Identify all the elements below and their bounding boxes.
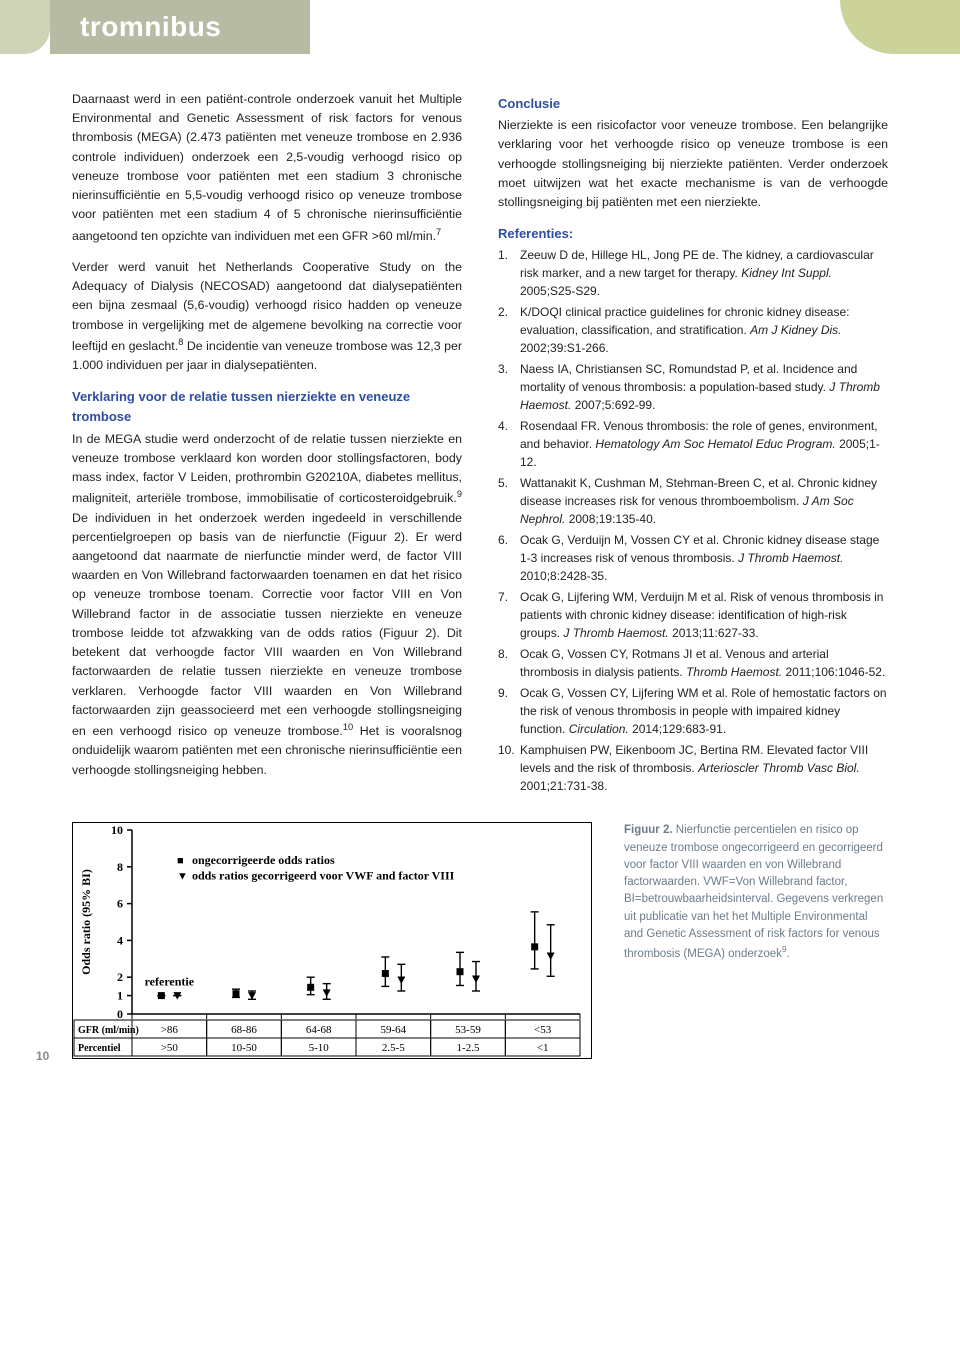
svg-text:8: 8: [117, 860, 123, 874]
reference-item: 7.Ocak G, Lijfering WM, Verduijn M et al…: [498, 588, 888, 642]
reference-item: 4.Rosendaal FR. Venous thrombosis: the r…: [498, 417, 888, 471]
svg-text:referentie: referentie: [145, 975, 195, 989]
svg-text:10-50: 10-50: [231, 1042, 257, 1054]
svg-text:>50: >50: [161, 1042, 179, 1054]
svg-text:<1: <1: [537, 1042, 549, 1054]
header-bar: tromnibus: [0, 0, 960, 54]
svg-text:▼: ▼: [177, 871, 188, 883]
svg-text:4: 4: [117, 934, 123, 948]
journal-title: tromnibus: [80, 11, 221, 43]
reference-item: 10.Kamphuisen PW, Eikenboom JC, Bertina …: [498, 741, 888, 795]
paragraph: Daarnaast werd in een patiënt-controle o…: [72, 90, 462, 246]
header-band: tromnibus: [50, 0, 310, 54]
figure-label: Figuur 2.: [624, 824, 673, 836]
svg-text:2.5-5: 2.5-5: [382, 1042, 405, 1054]
section-heading: Verklaring voor de relatie tussen nierzi…: [72, 387, 462, 427]
reference-item: 2.K/DOQI clinical practice guidelines fo…: [498, 303, 888, 357]
svg-text:5-10: 5-10: [309, 1042, 330, 1054]
svg-text:0: 0: [117, 1007, 123, 1021]
reference-item: 9.Ocak G, Vossen CY, Lijfering WM et al.…: [498, 684, 888, 738]
references-list: 1.Zeeuw D de, Hillege HL, Jong PE de. Th…: [498, 246, 888, 795]
reference-item: 8.Ocak G, Vossen CY, Rotmans JI et al. V…: [498, 645, 888, 681]
paragraph: In de MEGA studie werd onderzocht of de …: [72, 430, 462, 780]
svg-text:1: 1: [117, 989, 123, 1003]
svg-text:1-2.5: 1-2.5: [457, 1042, 480, 1054]
svg-text:>86: >86: [161, 1024, 179, 1036]
svg-text:53-59: 53-59: [455, 1024, 481, 1036]
paragraph: Verder werd vanuit het Netherlands Coope…: [72, 258, 462, 375]
svg-text:Percentiel: Percentiel: [78, 1043, 121, 1054]
paragraph: Nierziekte is een risicofactor voor vene…: [498, 116, 888, 212]
section-heading-conclusion: Conclusie: [498, 94, 888, 114]
svg-text:odds ratios gecorrigeerd voor: odds ratios gecorrigeerd voor VWF and fa…: [192, 869, 455, 883]
svg-text:68-86: 68-86: [231, 1024, 257, 1036]
svg-text:2: 2: [117, 971, 123, 985]
svg-text:GFR (ml/min): GFR (ml/min): [78, 1025, 139, 1036]
reference-item: 3.Naess IA, Christiansen SC, Romundstad …: [498, 360, 888, 414]
svg-text:Odds ratio (95% BI): Odds ratio (95% BI): [79, 870, 93, 976]
left-column: Daarnaast werd in een patiënt-controle o…: [72, 90, 462, 798]
section-heading-references: Referenties:: [498, 224, 888, 244]
header-corner-accent: [840, 0, 960, 54]
reference-item: 5.Wattanakit K, Cushman M, Stehman-Breen…: [498, 474, 888, 528]
svg-text:<53: <53: [534, 1024, 552, 1036]
figure-2-chart: 0 1 2 4 6 8 10 Odds ratio (95% BI) ■ ongecorrigee…: [72, 822, 592, 1065]
svg-text:6: 6: [117, 897, 123, 911]
svg-text:■: ■: [177, 855, 184, 867]
svg-text:59-64: 59-64: [380, 1024, 406, 1036]
svg-text:64-68: 64-68: [306, 1024, 332, 1036]
page-number: 10: [36, 1049, 49, 1063]
figure-2-caption: Figuur 2. Nierfunctie percentielen en ri…: [624, 822, 888, 963]
header-spine-accent: [0, 0, 50, 54]
svg-text:ongecorrigeerde odds ratios: ongecorrigeerde odds ratios: [192, 853, 335, 867]
reference-item: 6.Ocak G, Verduijn M, Vossen CY et al. C…: [498, 531, 888, 585]
reference-item: 1.Zeeuw D de, Hillege HL, Jong PE de. Th…: [498, 246, 888, 300]
svg-text:10: 10: [111, 823, 123, 837]
right-column: Conclusie Nierziekte is een risicofactor…: [498, 90, 888, 798]
